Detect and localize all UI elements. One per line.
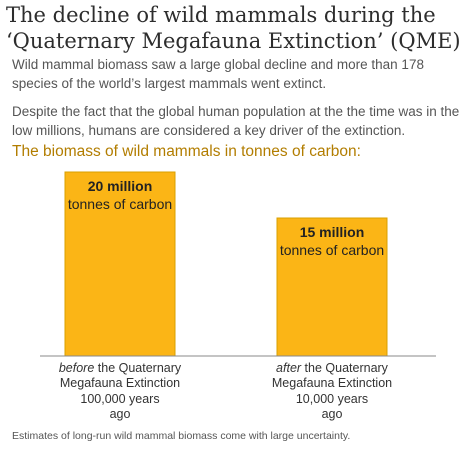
x-tick-label: after the Quaternary Megafauna Extinctio…	[252, 361, 412, 391]
value-label: 20 million tonnes of carbon	[66, 177, 174, 213]
category: after	[276, 361, 302, 375]
chart-title: The biomass of wild mammals in tonnes of…	[12, 143, 361, 160]
category: before	[58, 361, 95, 375]
value-label-number: 15 million	[299, 224, 365, 240]
value-label-number: 20 million	[87, 178, 153, 194]
title: The decline of wild mammals during the ‘…	[6, 3, 461, 53]
subtitle: Despite the fact that the global human p…	[12, 104, 460, 138]
value-label: 15 million tonnes of carbon	[278, 223, 386, 259]
x-tick-label: before the Quaternary Megafauna Extincti…	[40, 361, 200, 391]
category-description: the Quaternary Megafauna Extinction	[59, 361, 182, 390]
note: Estimates of long-run wild mammal biomas…	[12, 430, 351, 442]
value-label-unit: tonnes of carbon	[279, 242, 385, 258]
category-description: the Quaternary Megafauna Extinction	[271, 361, 393, 390]
category-time: 100,000 years ago	[80, 392, 160, 421]
value-label-unit: tonnes of carbon	[67, 196, 173, 212]
category-time: 10,000 years ago	[295, 392, 369, 421]
bar	[64, 171, 176, 357]
subtitle: Wild mammal biomass saw a large global d…	[12, 57, 424, 91]
